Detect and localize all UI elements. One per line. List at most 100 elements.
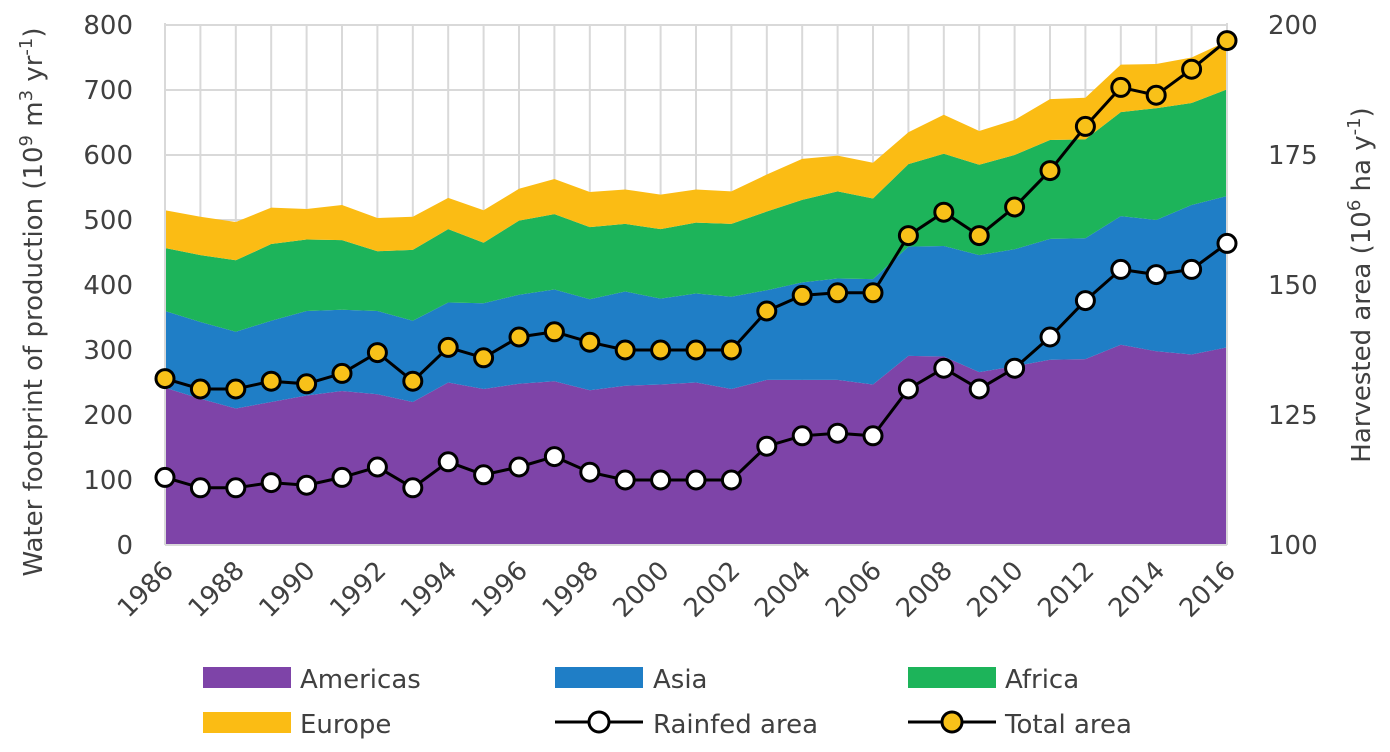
legend-label-asia: Asia xyxy=(653,665,708,695)
marker-rainfed-area xyxy=(154,466,176,488)
legend-label-americas: Americas xyxy=(300,665,421,695)
legend-swatch-americas xyxy=(203,667,291,688)
marker-total-area xyxy=(1216,30,1238,52)
marker-total-area xyxy=(968,225,990,247)
legend-label-europe: Europe xyxy=(300,710,391,740)
y-tick-left: 0 xyxy=(116,531,133,561)
x-tick: 2008 xyxy=(891,556,959,624)
marker-total-area xyxy=(1004,196,1026,218)
y-tick-right: 175 xyxy=(1268,141,1318,171)
marker-rainfed-area xyxy=(1110,258,1132,280)
marker-total-area xyxy=(225,378,247,400)
marker-total-area xyxy=(897,225,919,247)
marker-rainfed-area xyxy=(437,451,459,473)
y-tick-left: 100 xyxy=(83,466,133,496)
marker-rainfed-area xyxy=(508,456,530,478)
legend-marker-total xyxy=(940,710,964,734)
marker-total-area xyxy=(473,347,495,369)
legend-swatch-asia xyxy=(555,667,643,688)
stacked-areas xyxy=(165,41,1227,545)
x-tick: 1990 xyxy=(254,556,322,624)
legend-marker-rainfed xyxy=(587,710,611,734)
marker-total-area xyxy=(827,282,849,304)
x-tick: 2002 xyxy=(678,556,746,624)
area-europe xyxy=(165,41,1227,261)
marker-total-area xyxy=(862,282,884,304)
y-tick-left: 400 xyxy=(83,271,133,301)
x-tick: 2014 xyxy=(1103,556,1171,624)
legend-swatch-europe xyxy=(203,712,291,733)
marker-rainfed-area xyxy=(366,456,388,478)
marker-rainfed-area xyxy=(933,357,955,379)
legend-label-africa: Africa xyxy=(1005,665,1079,695)
marker-total-area xyxy=(366,342,388,364)
y-tick-right: 100 xyxy=(1268,531,1318,561)
x-tick: 2012 xyxy=(1032,556,1100,624)
y-tick-left: 300 xyxy=(83,336,133,366)
marker-total-area xyxy=(189,378,211,400)
x-tick: 1986 xyxy=(112,556,180,624)
marker-rainfed-area xyxy=(862,425,884,447)
marker-rainfed-area xyxy=(1145,264,1167,286)
marker-rainfed-area xyxy=(756,435,778,457)
marker-rainfed-area xyxy=(1216,232,1238,254)
right-axis-title: Harvested area (106 ha y-1) xyxy=(1344,107,1378,462)
x-tick: 2000 xyxy=(608,556,676,624)
marker-rainfed-area xyxy=(791,425,813,447)
area-americas xyxy=(165,344,1227,545)
marker-total-area xyxy=(720,339,742,361)
marker-total-area xyxy=(508,326,530,348)
marker-rainfed-area xyxy=(260,472,282,494)
y-tick-right: 125 xyxy=(1268,401,1318,431)
area-asia xyxy=(165,195,1227,409)
marker-rainfed-area xyxy=(296,474,318,496)
marker-rainfed-area xyxy=(473,464,495,486)
marker-rainfed-area xyxy=(225,477,247,499)
marker-rainfed-area xyxy=(1039,326,1061,348)
y-tick-right: 200 xyxy=(1268,11,1318,41)
marker-rainfed-area xyxy=(579,461,601,483)
x-tick: 1992 xyxy=(324,556,392,624)
y-tick-left: 600 xyxy=(83,141,133,171)
lines xyxy=(154,30,1238,499)
marker-total-area xyxy=(614,339,636,361)
marker-total-area xyxy=(1074,115,1096,137)
marker-total-area xyxy=(650,339,672,361)
marker-rainfed-area xyxy=(650,469,672,491)
marker-rainfed-area xyxy=(1074,290,1096,312)
x-tick: 1996 xyxy=(466,556,534,624)
marker-total-area xyxy=(1110,76,1132,98)
x-tick: 2010 xyxy=(962,556,1030,624)
x-tick: 1998 xyxy=(537,556,605,624)
legend: Americas Asia Africa Europe Rainfed area… xyxy=(203,665,1132,740)
marker-total-area xyxy=(685,339,707,361)
marker-total-area xyxy=(933,201,955,223)
marker-rainfed-area xyxy=(720,469,742,491)
marker-rainfed-area xyxy=(897,378,919,400)
legend-label-rainfed: Rainfed area xyxy=(653,710,818,740)
marker-rainfed-area xyxy=(685,469,707,491)
marker-rainfed-area xyxy=(1181,258,1203,280)
marker-total-area xyxy=(579,331,601,353)
marker-total-area xyxy=(402,370,424,392)
marker-total-area xyxy=(260,370,282,392)
x-tick: 1994 xyxy=(395,556,463,624)
legend-label-total: Total area xyxy=(1004,710,1132,740)
marker-total-area xyxy=(154,368,176,390)
y-tick-left: 200 xyxy=(83,401,133,431)
marker-rainfed-area xyxy=(331,466,353,488)
marker-total-area xyxy=(1039,160,1061,182)
marker-total-area xyxy=(296,373,318,395)
marker-total-area xyxy=(437,336,459,358)
marker-total-area xyxy=(331,362,353,384)
marker-rainfed-area xyxy=(1004,357,1026,379)
marker-total-area xyxy=(1145,84,1167,106)
marker-rainfed-area xyxy=(614,469,636,491)
marker-total-area xyxy=(791,284,813,306)
marker-total-area xyxy=(756,300,778,322)
x-tick: 2006 xyxy=(820,556,888,624)
x-tick: 2004 xyxy=(749,556,817,624)
marker-rainfed-area xyxy=(968,378,990,400)
left-axis-title: Water footprint of production (109 m3 yr… xyxy=(16,27,50,576)
x-tick: 2016 xyxy=(1174,556,1242,624)
